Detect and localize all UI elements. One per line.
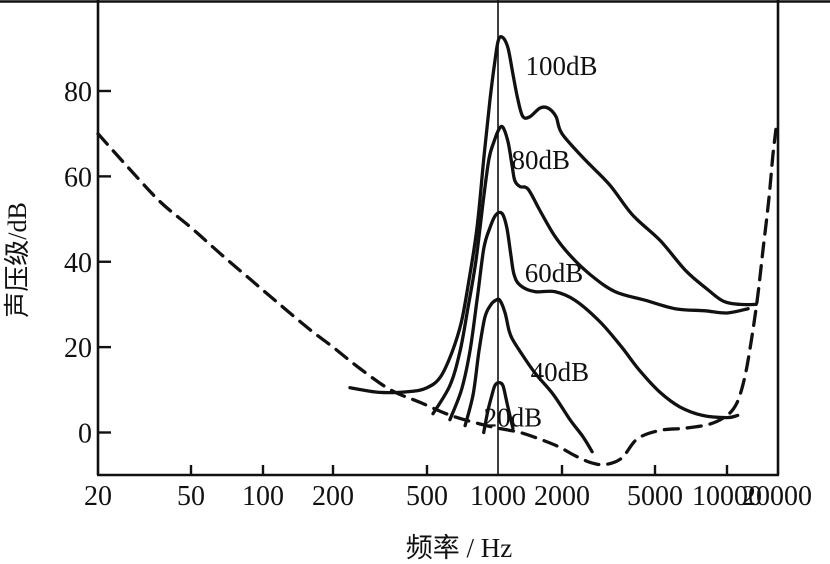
y-tick-label: 0 xyxy=(78,419,92,450)
x-tick-label: 500 xyxy=(406,481,448,512)
y-tick-label: 80 xyxy=(64,77,92,108)
masking-curve-100dB xyxy=(348,35,758,395)
y-tick-label: 40 xyxy=(64,248,92,279)
x-tick-label: 5000 xyxy=(627,481,683,512)
curve-label-60dB: 60dB xyxy=(525,258,584,288)
masking-curve-20dB xyxy=(482,380,515,435)
curve-label-100dB: 100dB xyxy=(526,51,598,81)
x-tick-label: 20000 xyxy=(742,481,812,512)
y-tick-label: 60 xyxy=(64,162,92,193)
masking-curve-80dB xyxy=(431,124,750,416)
x-tick-label: 1000 xyxy=(470,481,526,512)
curve-label-80dB: 80dB xyxy=(512,145,571,175)
x-tick-label: 10000 xyxy=(692,481,762,512)
y-axis-title: 声压级/dB xyxy=(3,202,32,318)
curve-label-20dB: 20dB xyxy=(484,403,543,433)
x-tick-label: 20 xyxy=(84,481,112,512)
x-axis-title: 频率 / Hz xyxy=(406,533,512,563)
curve-label-40dB: 40dB xyxy=(531,357,590,387)
masking-curve-60dB xyxy=(448,210,740,422)
hearing-threshold-dashed xyxy=(96,127,778,467)
x-tick-label: 100 xyxy=(242,481,284,512)
masking-curve-40dB xyxy=(463,297,594,454)
x-tick-label: 50 xyxy=(177,481,205,512)
x-tick-label: 2000 xyxy=(534,481,590,512)
x-tick-label: 200 xyxy=(312,481,354,512)
y-tick-label: 20 xyxy=(64,333,92,364)
